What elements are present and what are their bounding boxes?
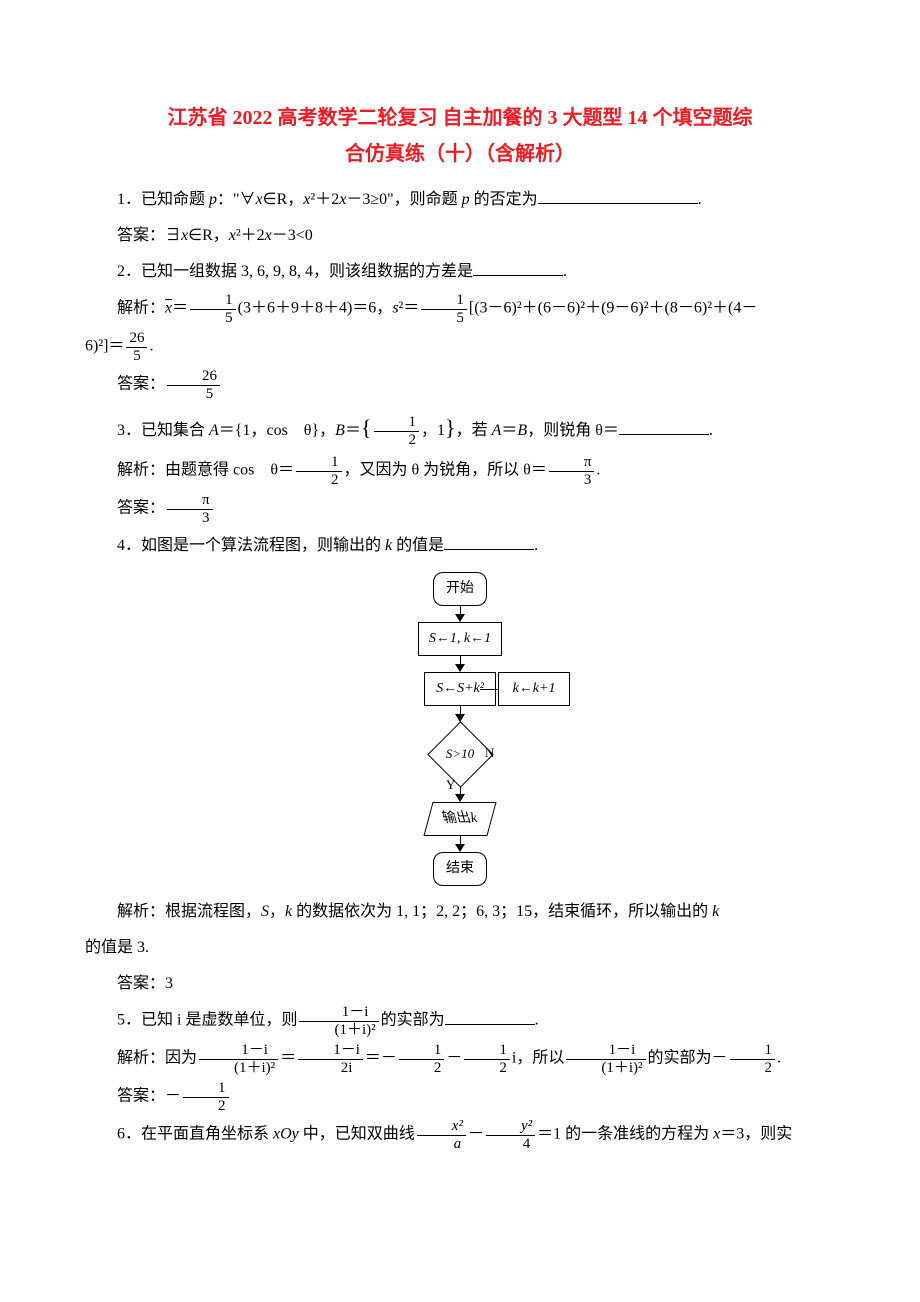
answer-1: 答案：∃x∈R，x²＋2x－3<0 (85, 220, 835, 252)
question-4: 4．如图是一个算法流程图，则输出的 k 的值是. (85, 530, 835, 562)
title-line-2: 合仿真练（十）（含解析） (85, 136, 835, 172)
fraction: y²4 (486, 1118, 535, 1152)
answer-2: 答案：265 (85, 368, 835, 402)
flow-condition: S>10 (428, 722, 492, 786)
blank-1 (538, 187, 698, 204)
answer-5: 答案：－12 (85, 1080, 835, 1114)
fraction: π3 (167, 492, 213, 526)
document-title: 江苏省 2022 高考数学二轮复习 自主加餐的 3 大题型 14 个填空题综 合… (85, 100, 835, 172)
flow-label-n: N (485, 740, 494, 766)
fraction: 15 (421, 292, 467, 326)
question-3: 3．已知集合 A＝{1，cos θ}，B＝{12，1}，若 A＝B，则锐角 θ＝… (85, 406, 835, 450)
flow-label-y: Y (446, 772, 455, 798)
fraction: 12 (399, 1042, 445, 1076)
question-5: 5．已知 i 是虚数单位，则1－i(1＋i)²的实部为. (85, 1004, 835, 1038)
fraction: 1－i(1＋i)² (566, 1042, 645, 1076)
explanation-3: 解析：由题意得 cos θ＝12，又因为 θ 为锐角，所以 θ＝π3. (85, 454, 835, 488)
blank-2 (473, 259, 563, 276)
fraction: 12 (464, 1042, 510, 1076)
flow-end: 结束 (433, 852, 487, 886)
explanation-5: 解析：因为1－i(1＋i)²＝1－i2i＝－12－12i，所以1－i(1＋i)²… (85, 1042, 835, 1076)
explanation-2a: 解析：x＝15(3＋6＋9＋8＋4)＝6，s²＝15[(3－6)²＋(6－6)²… (85, 292, 835, 326)
title-line-1: 江苏省 2022 高考数学二轮复习 自主加餐的 3 大题型 14 个填空题综 (85, 100, 835, 136)
answer-3: 答案：π3 (85, 492, 835, 526)
question-6: 6．在平面直角坐标系 xOy 中，已知双曲线x²a－y²4＝1 的一条准线的方程… (85, 1118, 835, 1152)
fraction: 12 (730, 1042, 776, 1076)
fraction: x²a (417, 1118, 466, 1152)
fraction: 12 (296, 454, 342, 488)
flow-start: 开始 (433, 572, 487, 606)
fraction: 265 (126, 330, 147, 364)
flowchart-diagram: 开始 S←1, k←1 S←S+k² k←k+1 S>10 N Y 输出 k 结… (330, 572, 590, 886)
fraction: 1－i(1＋i)² (299, 1004, 378, 1038)
flow-output: 输出 k (423, 802, 496, 836)
blank-3 (619, 418, 709, 435)
flow-init: S←1, k←1 (418, 622, 502, 656)
fraction: 12 (374, 414, 420, 448)
answer-4: 答案：3 (85, 968, 835, 1000)
question-2: 2．已知一组数据 3, 6, 9, 8, 4，则该组数据的方差是. (85, 256, 835, 288)
explanation-2b: 6)²]＝265. (85, 330, 835, 364)
fraction: 12 (183, 1080, 229, 1114)
document-page: 江苏省 2022 高考数学二轮复习 自主加餐的 3 大题型 14 个填空题综 合… (0, 0, 920, 1216)
question-1: 1．已知命题 p："∀x∈R，x²＋2x－3≥0"，则命题 p 的否定为. (85, 184, 835, 216)
fraction: 1－i2i (298, 1042, 363, 1076)
flow-update-k: k←k+1 (498, 672, 570, 706)
blank-4 (444, 533, 534, 550)
fraction: 1－i(1＋i)² (199, 1042, 278, 1076)
fraction: 15 (190, 292, 236, 326)
blank-5 (445, 1008, 535, 1025)
fraction: 265 (167, 368, 220, 402)
explanation-4b: 的值是 3. (85, 932, 835, 964)
fraction: π3 (549, 454, 595, 488)
explanation-4a: 解析：根据流程图，S，k 的数据依次为 1, 1；2, 2；6, 3；15，结束… (85, 896, 835, 928)
